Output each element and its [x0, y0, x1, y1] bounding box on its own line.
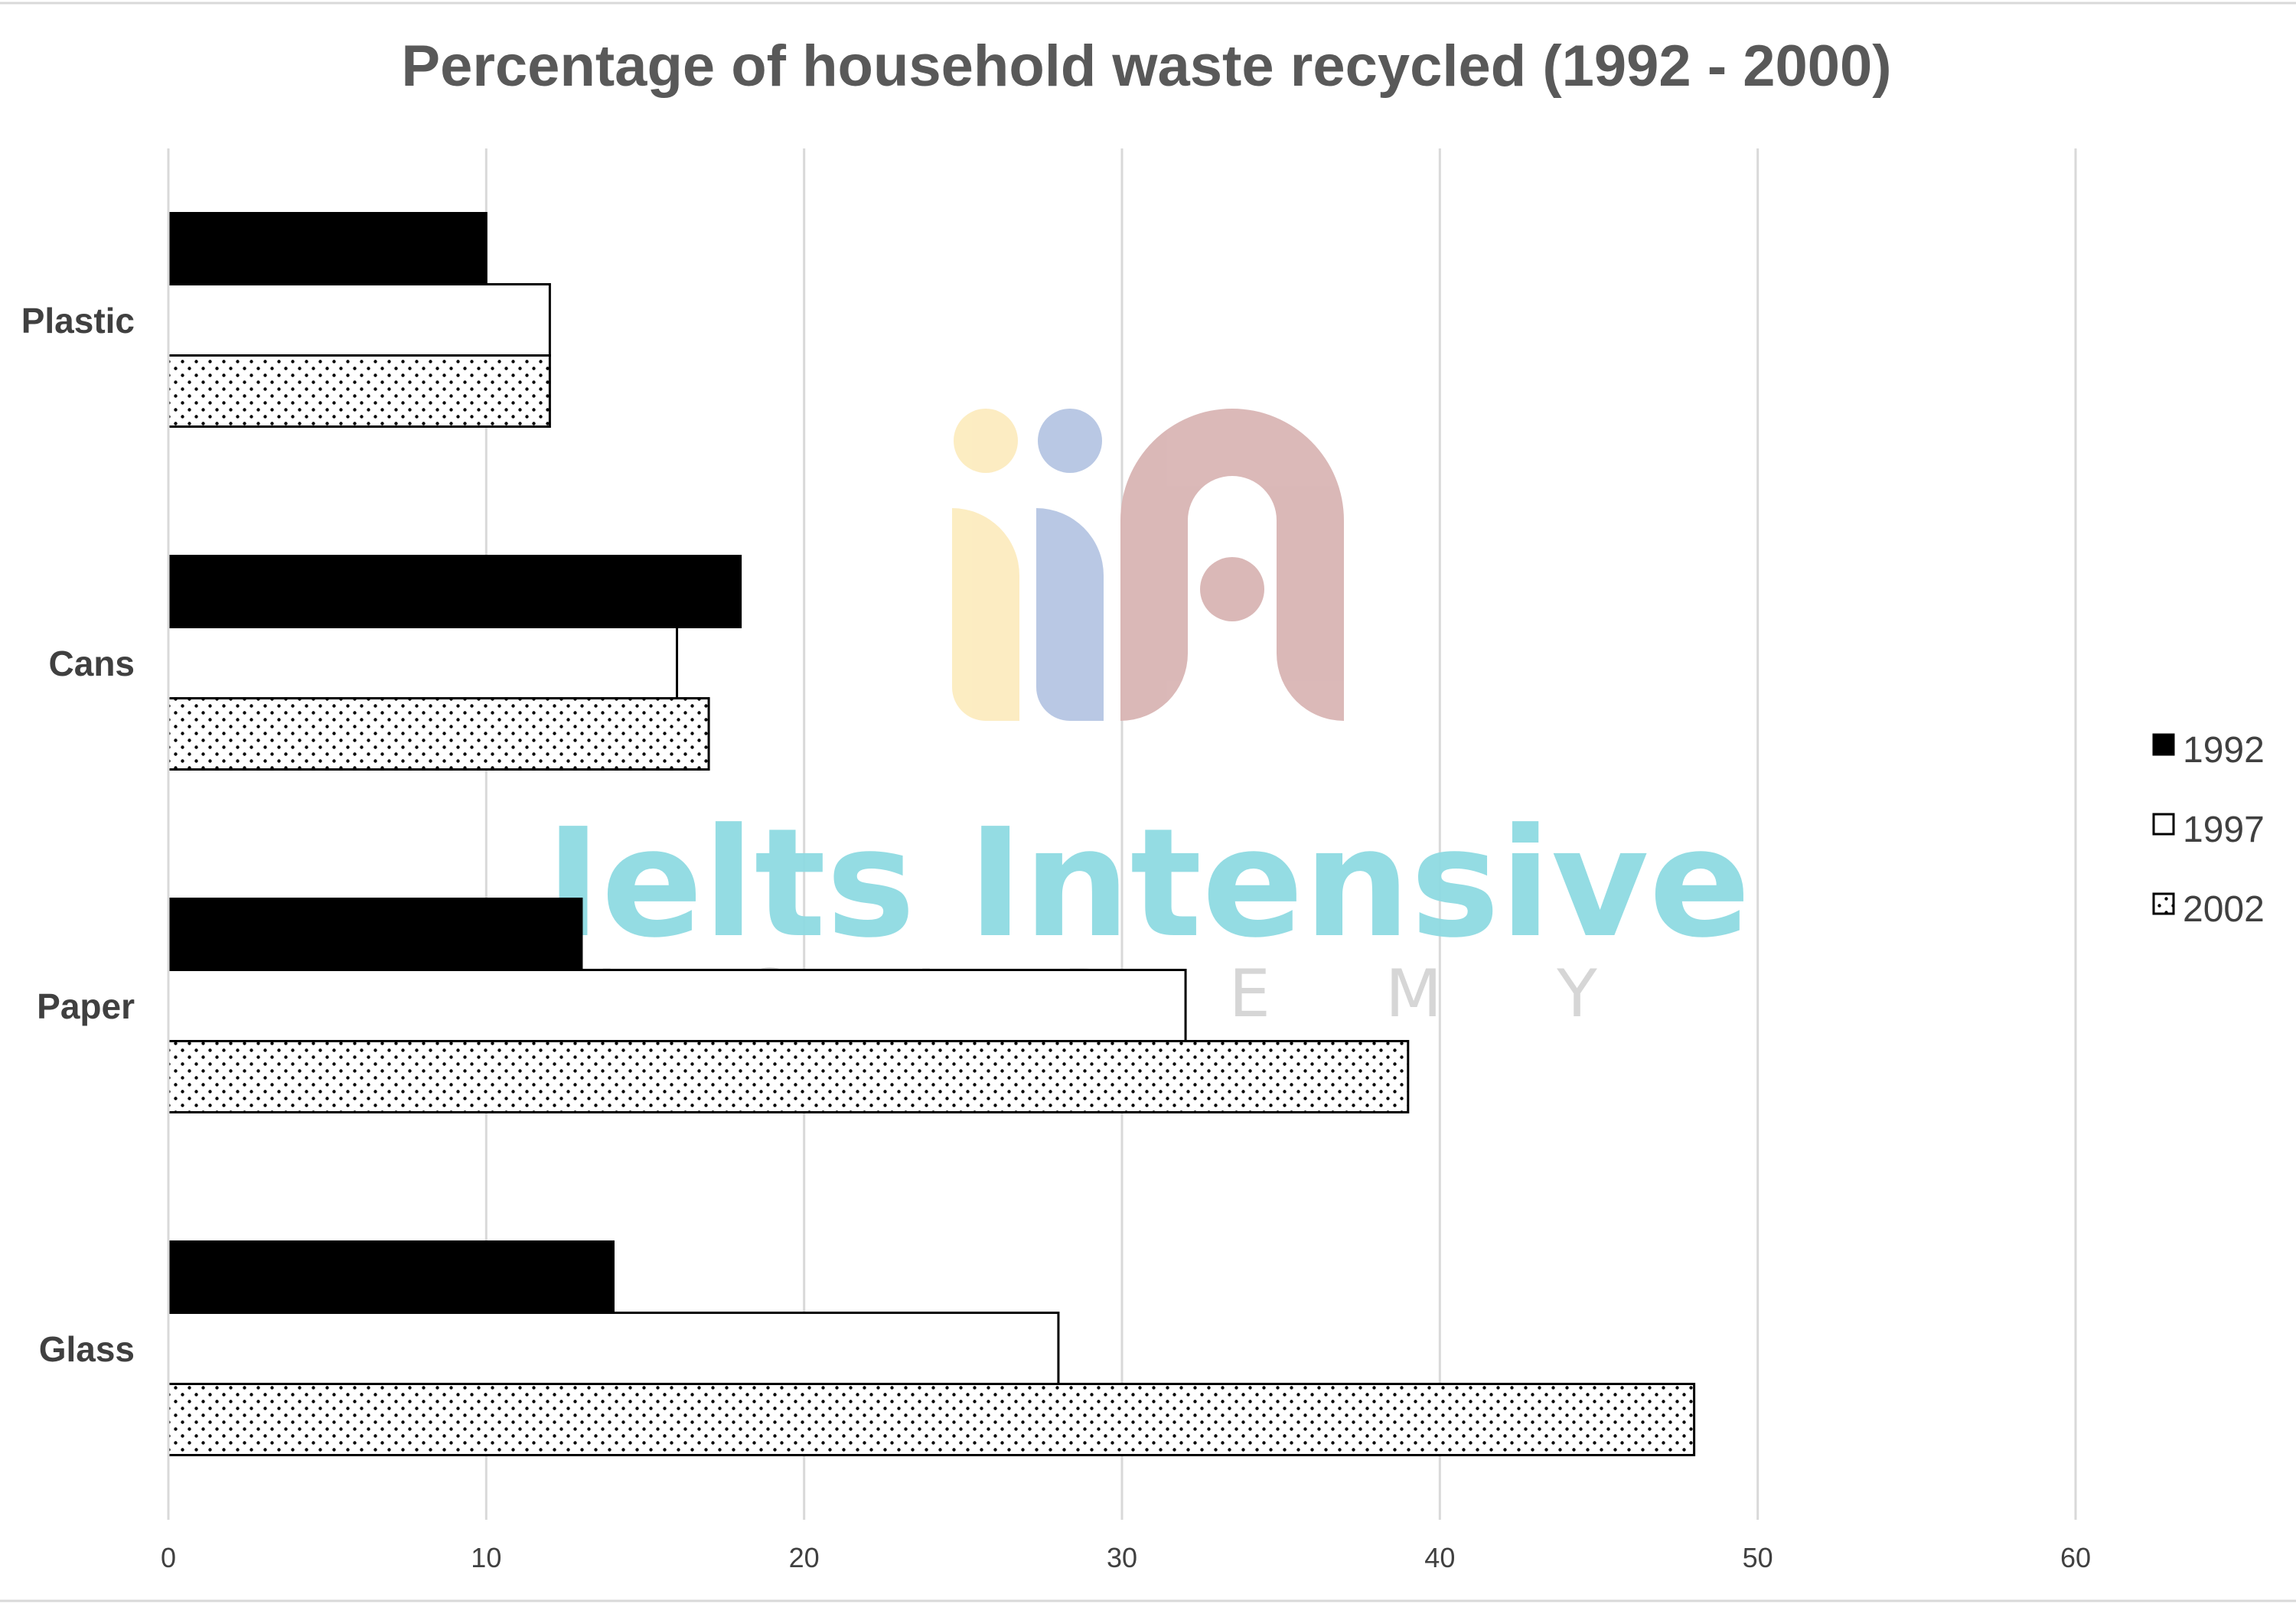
watermark-yellow-dot — [954, 409, 1018, 473]
category-label-plastic: Plastic — [21, 301, 135, 341]
x-tick-label-20: 20 — [789, 1542, 820, 1573]
legend: 1992 1997 2002 — [2152, 730, 2265, 930]
legend-label-2002: 2002 — [2183, 889, 2265, 930]
x-tick-label-30: 30 — [1107, 1542, 1137, 1573]
watermark-blue-dot — [1038, 409, 1102, 473]
legend-swatch-1997 — [2152, 813, 2175, 836]
legend-swatch-1992 — [2152, 733, 2175, 756]
bar-paper-1997 — [167, 969, 1187, 1042]
chart-title: Percentage of household waste recycled (… — [401, 34, 1891, 99]
bar-cans-1992 — [167, 555, 742, 628]
watermark-brand-text: Ielts Intensive — [546, 797, 1751, 971]
x-tick-label-0: 0 — [161, 1542, 176, 1573]
bars-group — [167, 212, 1696, 1456]
watermark-logo: Ielts Intensive ACADEMY — [546, 409, 1751, 1032]
x-tick-label-40: 40 — [1424, 1542, 1455, 1573]
x-tick-label-50: 50 — [1743, 1542, 1773, 1573]
legend-swatch-2002 — [2152, 892, 2175, 915]
x-tick-labels: 0 10 20 30 40 50 60 — [161, 1542, 2091, 1573]
bar-plastic-1997 — [167, 283, 551, 357]
category-label-cans: Cans — [49, 644, 135, 683]
watermark-yellow-stem — [952, 508, 1019, 721]
bar-paper-2002 — [167, 1040, 1410, 1113]
bar-cans-1997 — [167, 626, 679, 699]
bar-plastic-2002 — [167, 354, 551, 428]
category-labels: Plastic Cans Paper Glass — [21, 301, 135, 1369]
bar-cans-2002 — [167, 697, 710, 771]
bar-glass-1997 — [167, 1312, 1060, 1385]
bar-glass-1992 — [167, 1240, 615, 1314]
bar-glass-2002 — [167, 1383, 1696, 1456]
watermark-pink-dot — [1200, 557, 1264, 621]
legend-label-1997: 1997 — [2183, 810, 2265, 850]
bar-paper-1992 — [167, 898, 583, 971]
category-label-glass: Glass — [39, 1329, 135, 1369]
x-tick-label-60: 60 — [2060, 1542, 2091, 1573]
watermark-pink-arch — [1120, 409, 1344, 721]
watermark-blue-stem — [1036, 508, 1104, 721]
legend-label-1992: 1992 — [2183, 730, 2265, 771]
x-tick-label-10: 10 — [471, 1542, 501, 1573]
bar-plastic-1992 — [167, 212, 488, 285]
category-label-paper: Paper — [37, 986, 135, 1026]
